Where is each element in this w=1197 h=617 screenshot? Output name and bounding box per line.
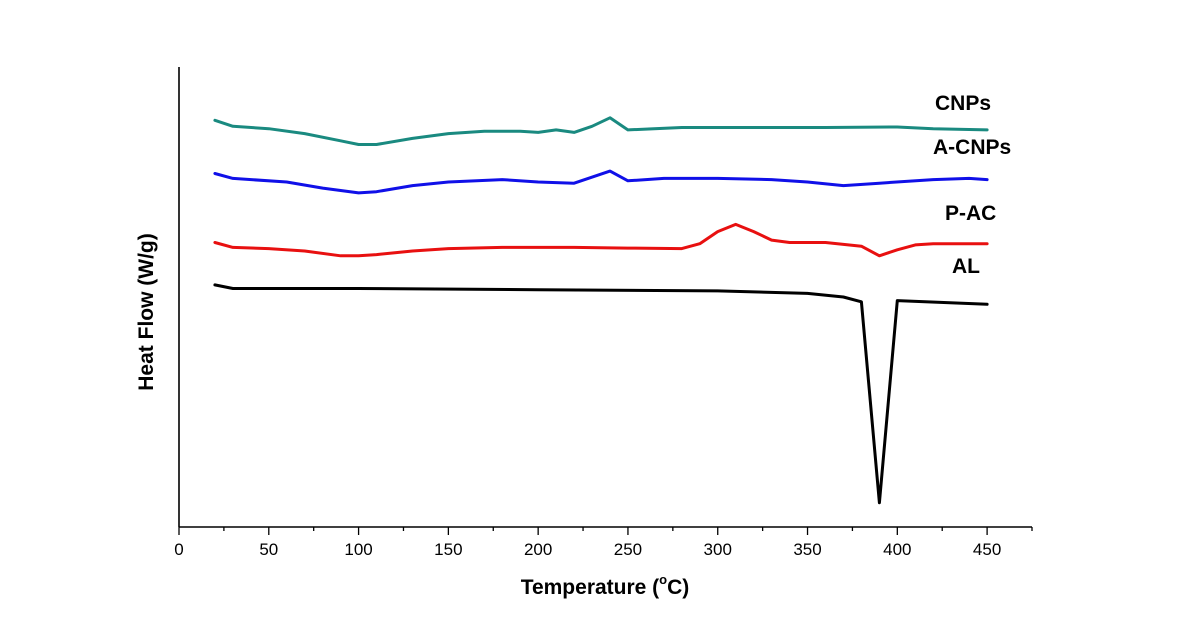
x-axis-title-superscript: o	[659, 572, 667, 587]
series-label-p-ac: P-AC	[945, 202, 996, 225]
x-tick-label: 350	[793, 540, 821, 559]
x-tick-label: 300	[704, 540, 732, 559]
series-group	[213, 116, 989, 505]
series-line-cnps	[213, 116, 989, 146]
x-tick-label: 450	[973, 540, 1001, 559]
series-line-al	[213, 283, 989, 505]
y-axis-title: Heat Flow (W/g)	[135, 233, 158, 390]
series-labels: CNPs A-CNPs P-AC AL	[933, 92, 1011, 278]
x-tick-label: 150	[434, 540, 462, 559]
x-tick-label: 400	[883, 540, 911, 559]
axes	[178, 67, 1032, 528]
x-tick-label: 50	[259, 540, 278, 559]
series-label-al: AL	[952, 255, 980, 278]
x-tick-label: 100	[344, 540, 372, 559]
series-label-a-cnps: A-CNPs	[933, 136, 1011, 159]
series-line-a-cnps	[213, 169, 989, 195]
x-tick-label: 250	[614, 540, 642, 559]
x-axis-title: Temperature (oC)	[521, 572, 690, 599]
x-tick-label: 0	[174, 540, 183, 559]
x-ticks: 0 50 100 150 200 250 300 350 400 450	[174, 527, 1033, 559]
x-tick-label: 200	[524, 540, 552, 559]
series-line-p-ac	[213, 222, 989, 258]
series-label-cnps: CNPs	[935, 92, 991, 115]
